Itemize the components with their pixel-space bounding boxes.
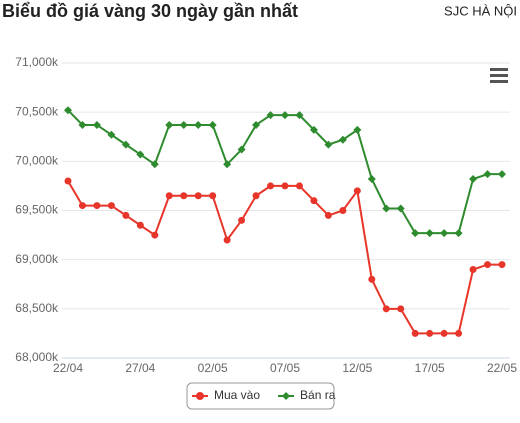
- data-point: [295, 182, 303, 190]
- data-point: [469, 266, 477, 273]
- data-point: [107, 130, 116, 139]
- data-point: [324, 211, 332, 219]
- data-point: [78, 202, 86, 210]
- y-tick-label: 70,000k: [15, 154, 59, 168]
- data-point: [469, 175, 478, 184]
- data-point: [440, 229, 449, 238]
- data-point: [238, 216, 246, 224]
- data-point: [498, 261, 506, 269]
- data-point: [309, 125, 318, 134]
- legend-marker: [196, 392, 204, 400]
- data-point: [281, 111, 289, 120]
- data-point: [367, 175, 376, 184]
- data-point: [440, 329, 448, 337]
- data-point: [295, 111, 304, 120]
- y-tick-label: 69,000k: [15, 252, 59, 266]
- chart-title: Biểu đồ giá vàng 30 ngày gần nhất: [2, 1, 298, 21]
- data-point: [411, 229, 420, 238]
- data-point: [78, 120, 87, 129]
- data-point: [107, 202, 115, 210]
- y-tick-label: 69,500k: [15, 203, 59, 217]
- menu-button[interactable]: [490, 68, 508, 83]
- data-point: [165, 192, 173, 200]
- x-tick-label: 27/04: [125, 361, 155, 375]
- y-tick-label: 68,500k: [15, 301, 59, 315]
- data-point: [483, 170, 492, 179]
- data-point: [454, 229, 463, 238]
- data-point: [353, 125, 362, 134]
- data-point: [382, 204, 391, 213]
- data-point: [150, 160, 159, 169]
- x-tick-label: 22/04: [53, 361, 83, 375]
- data-point: [252, 120, 261, 129]
- x-tick-label: 07/05: [270, 361, 300, 375]
- data-point: [121, 140, 130, 149]
- data-point: [266, 111, 275, 120]
- x-tick-label: 22/05: [487, 361, 517, 375]
- data-point: [151, 231, 159, 239]
- x-tick-label: 17/05: [415, 361, 445, 375]
- data-point: [324, 140, 333, 149]
- data-point: [180, 192, 188, 200]
- data-point: [93, 202, 101, 210]
- data-point: [455, 329, 463, 337]
- data-point: [64, 106, 72, 115]
- series-line: [67, 180, 502, 335]
- y-tick-label: 71,000k: [15, 55, 59, 69]
- data-point: [122, 211, 130, 219]
- data-point: [209, 192, 217, 200]
- data-point: [382, 305, 390, 313]
- data-point: [484, 261, 492, 269]
- data-point: [339, 207, 347, 214]
- data-point: [252, 192, 260, 200]
- data-point: [281, 182, 289, 190]
- data-point: [223, 236, 231, 244]
- data-point: [179, 120, 188, 129]
- data-point: [338, 135, 347, 144]
- data-point: [396, 204, 405, 213]
- data-point: [425, 229, 434, 238]
- data-point: [368, 275, 376, 283]
- y-tick-label: 70,500k: [15, 104, 59, 118]
- data-point: [136, 221, 144, 229]
- data-point: [223, 160, 232, 169]
- data-point: [194, 120, 203, 129]
- x-tick-label: 02/05: [198, 361, 228, 375]
- data-point: [208, 120, 217, 129]
- legend-label: Bán ra: [300, 388, 336, 402]
- data-point: [498, 170, 506, 179]
- legend-label: Mua vào: [214, 388, 260, 402]
- data-point: [92, 120, 101, 129]
- legend-marker: [282, 392, 291, 400]
- data-point: [267, 182, 275, 190]
- data-point: [237, 145, 246, 154]
- x-tick-label: 12/05: [342, 361, 372, 375]
- data-point: [194, 192, 202, 200]
- data-point: [64, 177, 72, 185]
- data-point: [426, 329, 434, 337]
- legend-box: [186, 382, 335, 410]
- data-point: [136, 150, 145, 159]
- y-tick-label: 68,000k: [15, 350, 59, 364]
- series-line: [67, 109, 502, 235]
- data-point: [310, 197, 318, 205]
- data-point: [397, 305, 405, 313]
- chart-subtitle: SJC HÀ NỘI: [444, 3, 517, 18]
- data-point: [165, 120, 174, 129]
- data-point: [353, 187, 361, 195]
- data-point: [411, 329, 419, 337]
